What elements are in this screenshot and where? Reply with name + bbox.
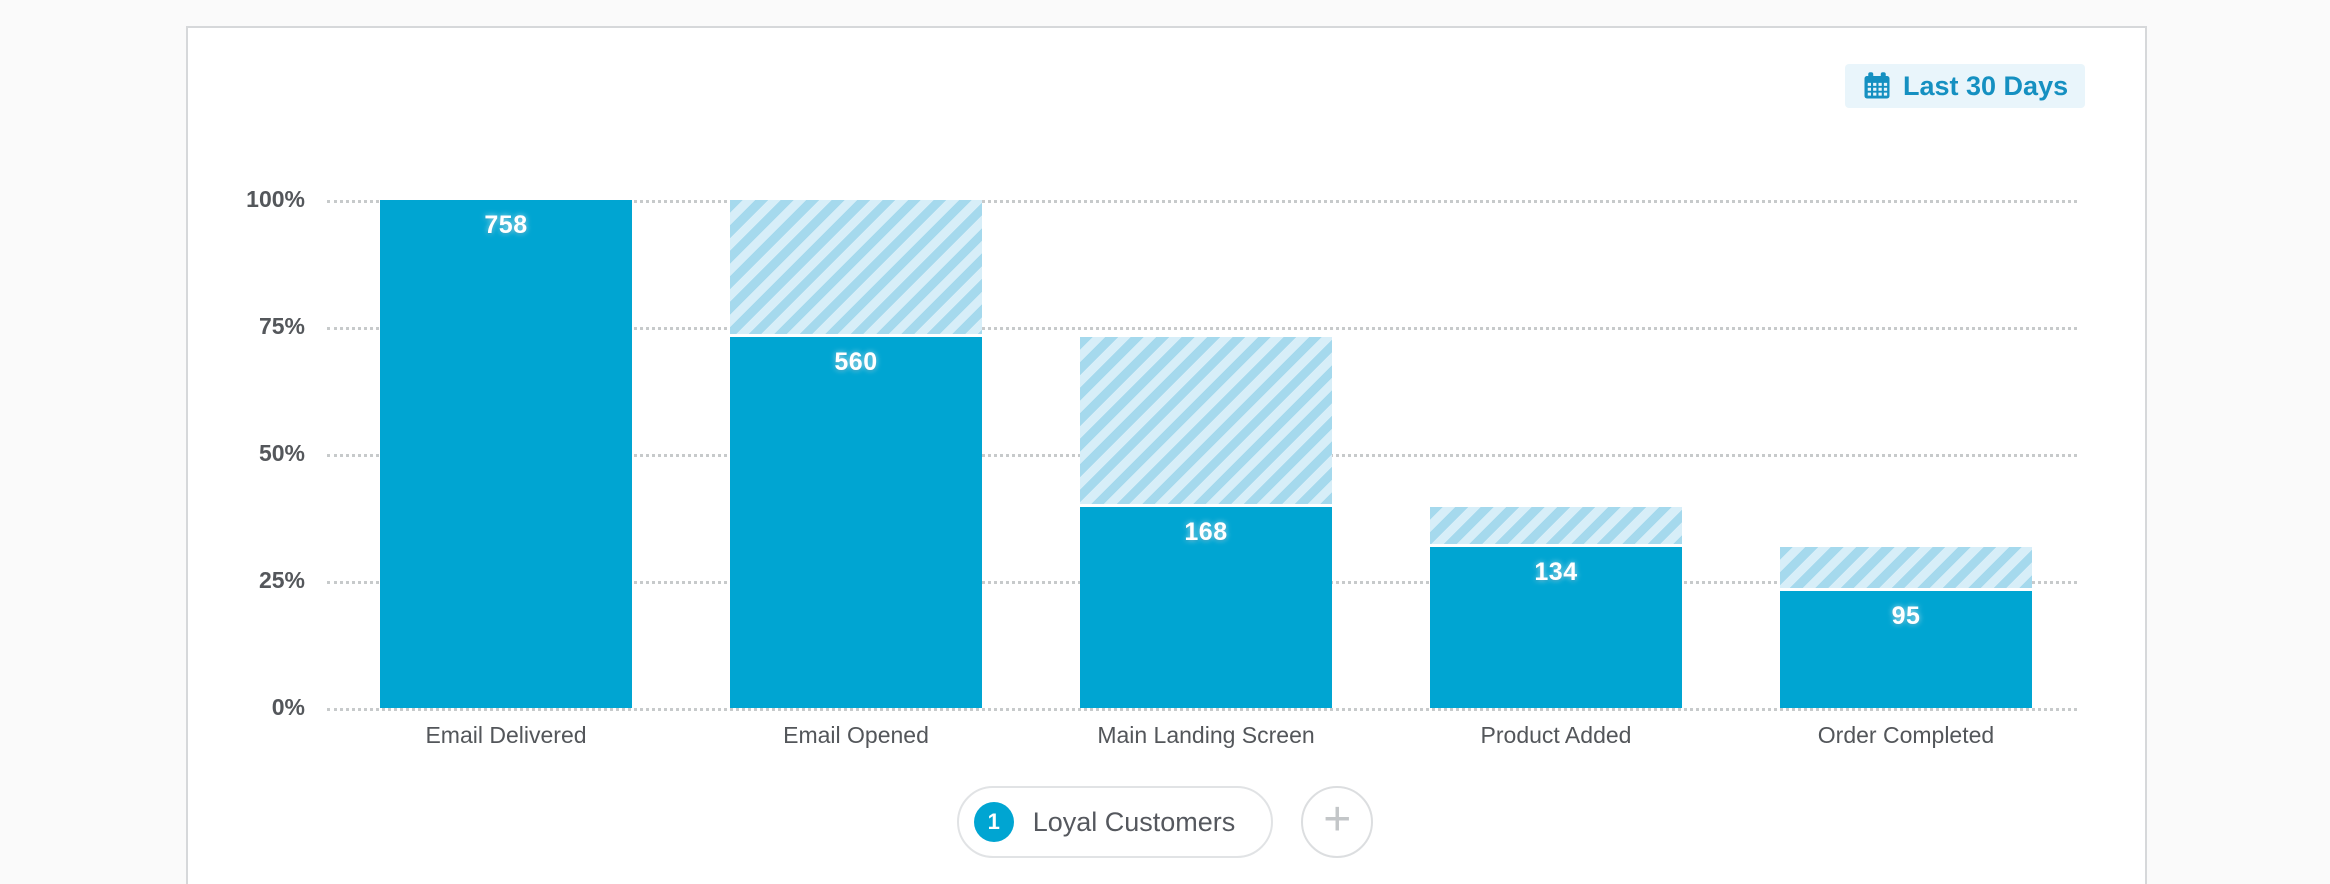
bar-value-label: 758	[484, 211, 528, 239]
y-axis-tick-label: 75%	[258, 313, 305, 339]
legend-bar: 1 Loyal Customers +	[0, 786, 2330, 858]
date-range-button[interactable]: Last 30 Days	[1845, 64, 2086, 108]
bar-value-label: 560	[834, 348, 878, 377]
gridline	[327, 200, 2077, 203]
plus-icon: +	[1323, 793, 1352, 846]
bars-layer: 758 560 168 134 95	[327, 200, 2077, 708]
legend-index-badge: 1	[973, 802, 1014, 842]
gridline	[327, 327, 2077, 330]
funnel-bar[interactable]: 168	[1080, 506, 1332, 708]
funnel-bar[interactable]: 560	[730, 337, 982, 708]
funnel-column: 134	[1430, 200, 1682, 708]
x-axis-label: Email Delivered	[425, 722, 587, 748]
drop-off-hatch	[1780, 546, 2032, 589]
bar-value-label: 134	[1534, 557, 1578, 586]
bar-value-label: 168	[1184, 517, 1228, 546]
legend-item-label: Loyal Customers	[1032, 806, 1236, 837]
x-axis-label: Product Added	[1480, 722, 1632, 748]
bar-value-label: 95	[1891, 602, 1921, 631]
drop-off-hatch	[1430, 506, 1682, 544]
funnel-column: 168	[1080, 200, 1332, 708]
funnel-plot-area: 100% 75% 50% 25% 0% 758 560 168 134 95 Email Del…	[246, 186, 2077, 748]
funnel-column: 758	[380, 200, 632, 708]
y-axis-tick-label: 50%	[258, 440, 305, 466]
legend-item-loyal-customers[interactable]: 1 Loyal Customers	[956, 786, 1274, 858]
drop-off-hatch	[730, 200, 982, 335]
y-axis-tick-label: 100%	[246, 186, 305, 212]
add-segment-button[interactable]: +	[1301, 786, 1374, 858]
date-range-label: Last 30 Days	[1903, 70, 2069, 101]
y-axis-tick-label: 25%	[258, 567, 305, 593]
calendar-icon	[1862, 71, 1892, 101]
drop-off-hatch	[1080, 337, 1332, 504]
funnel-column: 560	[730, 200, 982, 708]
funnel-bar[interactable]: 134	[1430, 546, 1682, 708]
funnel-bar[interactable]: 758	[380, 200, 632, 708]
gridline	[327, 708, 2077, 711]
x-axis-labels: Email Delivered Email Opened Main Landing …	[327, 722, 2077, 749]
funnel-column: 95	[1780, 200, 2032, 708]
x-axis-label: Order Completed	[1817, 722, 1995, 748]
y-axis-tick-label: 0%	[271, 694, 305, 720]
x-axis-label: Main Landing Screen	[1097, 722, 1315, 748]
funnel-bar[interactable]: 95	[1780, 591, 2032, 708]
x-axis-label: Email Opened	[783, 722, 929, 748]
